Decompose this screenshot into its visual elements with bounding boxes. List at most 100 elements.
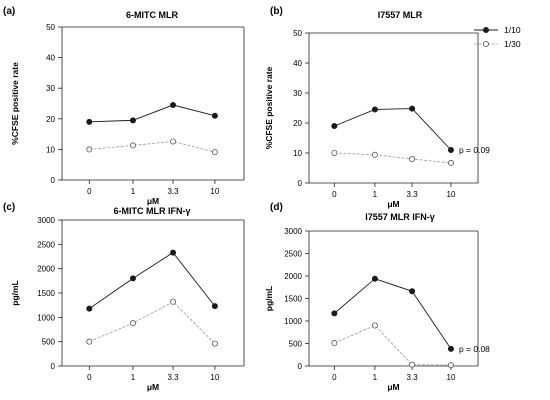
panel-c-y-ticks: 0 500 1000 1500 2000 2500 3000 [37,216,62,371]
panel-c-y-label: pg/mL [10,280,20,306]
panel-b-x-tick-label-1: 1 [373,190,378,199]
panel-d-x-label: μM [387,382,399,392]
panel-a-y-tick-label-0: 0 [51,176,56,185]
panel-d-x-tick-label-2: 3.3 [407,373,419,382]
panel-d-x-ticks: 0 1 3.3 10 [332,366,456,382]
panel-b-y-tick-label-0: 0 [298,179,303,188]
panel-c-line-1-30 [89,301,216,344]
panel-b-line-1-10 [334,108,452,151]
panel-d-y-tick-label-2: 1000 [284,317,302,326]
panel-a-y-tick-label-4: 40 [46,54,55,63]
panel-b-point-1-10-1 [371,106,378,113]
panel-b-x-ticks: 0 1 3.3 10 [332,183,456,199]
panel-d-series [331,275,454,369]
panel-c-point-1-10-2 [170,249,177,256]
panel-a-y-tick-label-3: 30 [46,84,55,93]
panel-b-series [331,105,454,166]
panel-c-point-1-30-1 [129,320,136,327]
panel-c-x-tick-label-2: 3.3 [167,373,179,382]
panel-c-y-tick-label-6: 3000 [37,216,55,225]
legend-label-1-30: 1/30 [504,39,521,49]
panel-a-x-tick-label-2: 3.3 [167,187,179,196]
panel-b-y-tick-label-4: 40 [293,59,302,68]
panel-d-y-tick-label-4: 2000 [284,272,302,281]
panel-d-point-1-30-2 [409,361,416,368]
panel-a-line-1-30 [89,141,215,153]
legend-marker-1-10 [482,26,489,33]
legend-label-1-10: 1/10 [504,25,521,35]
panel-c-y-tick-label-5: 2500 [37,240,55,249]
panel-a-series [86,102,218,156]
panel-b-point-1-30-1 [371,151,378,158]
panel-c-x-tick-label-0: 0 [87,373,92,382]
panel-c-y-tick-label-1: 500 [42,338,56,347]
panel-c-line-1-10 [89,252,216,309]
panel-d-point-1-30-0 [331,340,338,347]
panel-b: (b) I7557 MLR 0 10 20 30 40 50 0 1 3.3 10 μM %CF… [264,6,490,209]
panel-d-point-1-10-3 [447,345,454,352]
panel-b-point-1-30-3 [447,159,454,166]
panel-b-letter: (b) [270,6,283,17]
panel-d-y-tick-label-5: 2500 [284,250,302,259]
panel-c-y-tick-label-4: 2000 [37,265,55,274]
panel-c-title: 6-MITC MLR IFN-γ [114,206,191,216]
legend: 1/10 1/30 [474,25,521,49]
panel-d-annotation: p = 0.08 [459,344,490,354]
panel-a-line-1-10 [89,104,215,123]
panel-a-y-label: %CFSE positive rate [10,62,20,145]
panel-c-point-1-10-1 [129,275,136,282]
panel-b-point-1-10-0 [331,123,338,130]
panel-a-point-1-10-2 [170,102,177,109]
panel-b-y-label: %CFSE positive rate [264,66,274,149]
panel-a-point-1-10-3 [211,112,218,119]
panel-c-x-tick-label-1: 1 [131,373,136,382]
panel-d-point-1-10-0 [331,310,338,317]
panel-d-y-tick-label-6: 3000 [284,227,302,236]
panel-a-y-tick-label-5: 50 [46,23,55,32]
panel-b-y-tick-label-2: 20 [293,119,302,128]
panel-d-x-tick-label-1: 1 [373,373,378,382]
panel-c-point-1-30-2 [170,298,177,305]
panel-d-y-tick-label-0: 0 [298,362,303,371]
panel-d-y-tick-label-3: 1500 [284,295,302,304]
panel-a-y-tick-label-2: 20 [46,115,55,124]
panel-b-y-ticks: 0 10 20 30 40 50 [293,29,309,188]
panel-d-line-1-30 [334,325,451,366]
panel-b-title: I7557 MLR [378,10,423,20]
panel-d-point-1-10-1 [371,275,378,282]
panel-d-y-ticks: 0 500 1000 1500 2000 2500 3000 [284,227,309,371]
panel-b-point-1-30-0 [331,149,338,156]
panel-a-y-tick-label-1: 10 [46,145,55,154]
panel-c-x-label: μM [147,382,159,392]
panel-b-annotation: p = 0.09 [459,145,490,155]
panel-a: (a) 6-MITC MLR 0 10 20 30 40 50 0 1 3.3 10 μM %C… [3,6,245,206]
panel-b-line-1-30 [334,152,451,164]
panel-a-title: 6-MITC MLR [126,10,178,20]
panel-c: (c) 6-MITC MLR IFN-γ 0 500 1000 1500 2000 250… [3,202,245,392]
panel-c-x-tick-label-3: 10 [210,373,219,382]
panel-b-x-tick-label-0: 0 [332,190,337,199]
panel-b-x-label: μM [387,199,399,209]
panel-b-y-tick-label-3: 30 [293,89,302,98]
panel-a-point-1-30-3 [211,149,218,156]
legend-marker-1-30 [482,41,489,48]
panel-c-point-1-10-3 [211,303,218,310]
panel-c-point-1-10-0 [86,305,93,312]
panel-a-point-1-10-0 [86,118,93,125]
panel-b-y-tick-label-1: 10 [293,149,302,158]
panel-c-y-tick-label-3: 1500 [37,289,55,298]
panel-d-y-label: pg/mL [264,286,274,312]
panel-d-letter: (d) [270,202,283,213]
panel-b-x-tick-label-2: 3.3 [407,190,419,199]
panel-d-y-tick-label-1: 500 [289,340,303,349]
panel-c-series [86,249,218,347]
panel-a-y-ticks: 0 10 20 30 40 50 [46,23,62,185]
panel-a-point-1-30-2 [170,138,177,145]
panel-b-point-1-10-3 [447,146,454,153]
panel-b-point-1-10-2 [409,105,416,112]
panel-c-point-1-30-3 [211,340,218,347]
panel-d-x-tick-label-0: 0 [332,373,337,382]
panel-a-point-1-30-1 [129,142,136,149]
panel-d-point-1-30-3 [447,362,454,369]
panel-c-y-tick-label-2: 1000 [37,313,55,322]
